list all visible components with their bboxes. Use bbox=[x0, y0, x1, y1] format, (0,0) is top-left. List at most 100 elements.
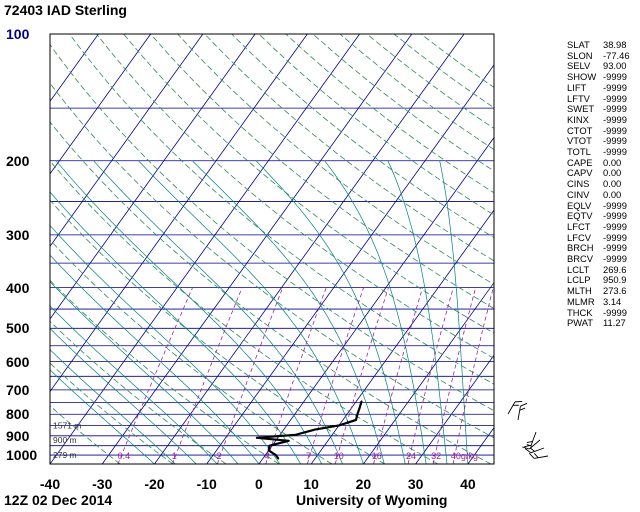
height-label: 279 m bbox=[53, 450, 77, 460]
index-name: BRCH bbox=[567, 242, 594, 254]
index-value: -9999 bbox=[603, 253, 627, 265]
temperature-profile-line bbox=[255, 400, 363, 460]
mixing-ratio-line bbox=[307, 287, 364, 464]
temperature-point bbox=[277, 457, 280, 460]
moist-adiabat-line bbox=[387, 160, 448, 464]
mixing-ratio-line bbox=[117, 287, 193, 464]
mixing-ratio-label: 2 bbox=[217, 451, 222, 461]
dry-adiabat-line bbox=[50, 279, 280, 464]
temperature-point bbox=[356, 413, 359, 416]
index-name: LCLP bbox=[567, 274, 591, 286]
mixing-ratio-line bbox=[265, 287, 327, 464]
moist-adiabat-line bbox=[55, 160, 322, 464]
index-name: KINX bbox=[567, 113, 589, 125]
wind-barb-icon bbox=[507, 400, 523, 415]
index-row: CAPE 0.00 bbox=[567, 156, 630, 169]
index-name: EQTV bbox=[567, 210, 593, 222]
mixing-ratio-label: 16 bbox=[372, 451, 382, 461]
index-name: BRCV bbox=[567, 253, 594, 265]
dry-adiabat-line bbox=[50, 82, 494, 439]
temperature-point bbox=[267, 449, 270, 452]
dry-adiabat-line bbox=[50, 320, 227, 464]
index-value: 273.6 bbox=[603, 285, 627, 297]
index-value: 93.00 bbox=[603, 60, 627, 72]
index-name: LFCT bbox=[567, 220, 591, 232]
index-value: 0.00 bbox=[603, 156, 622, 168]
index-value: -9999 bbox=[603, 124, 627, 136]
temperature-point bbox=[314, 428, 316, 431]
index-row: LCLT 269.6 bbox=[567, 264, 630, 276]
index-value: 3.14 bbox=[603, 295, 622, 307]
index-row: MLTH 273.6 bbox=[567, 285, 630, 297]
pressure-tick-label: 200 bbox=[6, 152, 30, 169]
moist-adiabat-line bbox=[50, 349, 176, 464]
index-value: -9999 bbox=[603, 135, 627, 147]
index-name: CTOT bbox=[567, 124, 593, 136]
pressure-tick-label: 500 bbox=[6, 320, 30, 337]
index-value: 0.00 bbox=[603, 188, 622, 200]
pressure-tick-label: 900 bbox=[6, 427, 30, 444]
mixing-ratio-line bbox=[432, 287, 477, 464]
index-name: CAPV bbox=[567, 167, 593, 179]
index-value: -9999 bbox=[603, 92, 627, 104]
index-name: CINS bbox=[567, 178, 590, 190]
temperature-point bbox=[275, 454, 277, 456]
temperature-tick-label: 20 bbox=[355, 476, 372, 492]
isotherm-line bbox=[415, 354, 494, 464]
index-row: EQTV -9999 bbox=[567, 210, 630, 222]
index-name: MLTH bbox=[567, 285, 592, 297]
dry-adiabat-line bbox=[177, 34, 494, 285]
temperature-point bbox=[359, 406, 361, 409]
index-row: SLON -77.46 bbox=[567, 49, 630, 62]
index-row: CAPV 0.00 bbox=[567, 168, 630, 179]
index-value: 0.00 bbox=[603, 167, 622, 179]
index-row: LFCT -9999 bbox=[567, 220, 630, 233]
index-value: -9999 bbox=[603, 113, 627, 125]
moist-adiabat-line bbox=[50, 369, 155, 464]
dry-adiabat-line bbox=[96, 34, 494, 359]
index-value: 950.9 bbox=[603, 274, 627, 286]
index-row: SWET -9999 bbox=[567, 103, 630, 115]
temperature-tick-label: -20 bbox=[144, 476, 165, 492]
temperature-point bbox=[287, 440, 290, 442]
temperature-point bbox=[256, 437, 258, 439]
dry-adiabat-line bbox=[69, 34, 494, 385]
index-name: SLAT bbox=[567, 39, 590, 50]
moist-adiabat-line bbox=[324, 160, 427, 464]
mixing-ratio-label: 40g/kg bbox=[451, 451, 478, 461]
observation-time: 12Z 02 Dec 2014 bbox=[4, 492, 113, 508]
isotherm-line bbox=[50, 34, 360, 464]
wind-barb-icon bbox=[522, 439, 541, 450]
isotherm-line bbox=[258, 136, 494, 464]
isotherm-line bbox=[206, 64, 494, 464]
index-row: VTOT -9999 bbox=[567, 135, 630, 147]
temperature-point bbox=[268, 444, 271, 447]
index-row: CINS 0.00 bbox=[567, 178, 630, 190]
temperature-tick-label: -10 bbox=[196, 476, 217, 492]
index-value: 38.98 bbox=[603, 39, 627, 50]
pressure-tick-label: 600 bbox=[6, 353, 30, 370]
plot-frame bbox=[49, 33, 495, 465]
dry-adiabat-line bbox=[50, 160, 439, 464]
wind-barb-icon bbox=[517, 402, 528, 421]
temperature-tick-label: -40 bbox=[39, 476, 61, 492]
wind-barb-icon bbox=[528, 452, 549, 459]
index-name: SLON bbox=[567, 49, 593, 61]
index-value: -9999 bbox=[603, 220, 627, 232]
moist-adiabat-line bbox=[439, 160, 469, 464]
index-row: LCLP 950.9 bbox=[567, 275, 630, 286]
mixing-ratio-line bbox=[172, 287, 243, 464]
dry-adiabat-line bbox=[150, 34, 494, 310]
moist-adiabat-line bbox=[93, 160, 343, 464]
index-value: -9999 bbox=[603, 231, 627, 243]
index-name: LIFT bbox=[567, 81, 587, 93]
index-value: -9999 bbox=[603, 210, 627, 222]
mixing-ratio-label: 10 bbox=[334, 451, 344, 461]
index-value: -9999 bbox=[603, 103, 627, 115]
isotherm-line bbox=[101, 34, 413, 464]
moist-adiabat-line bbox=[255, 160, 406, 464]
pressure-tick-label: 800 bbox=[6, 406, 30, 423]
pressure-tick-label: 1000 bbox=[6, 447, 38, 464]
mixing-ratio-line bbox=[334, 287, 389, 464]
